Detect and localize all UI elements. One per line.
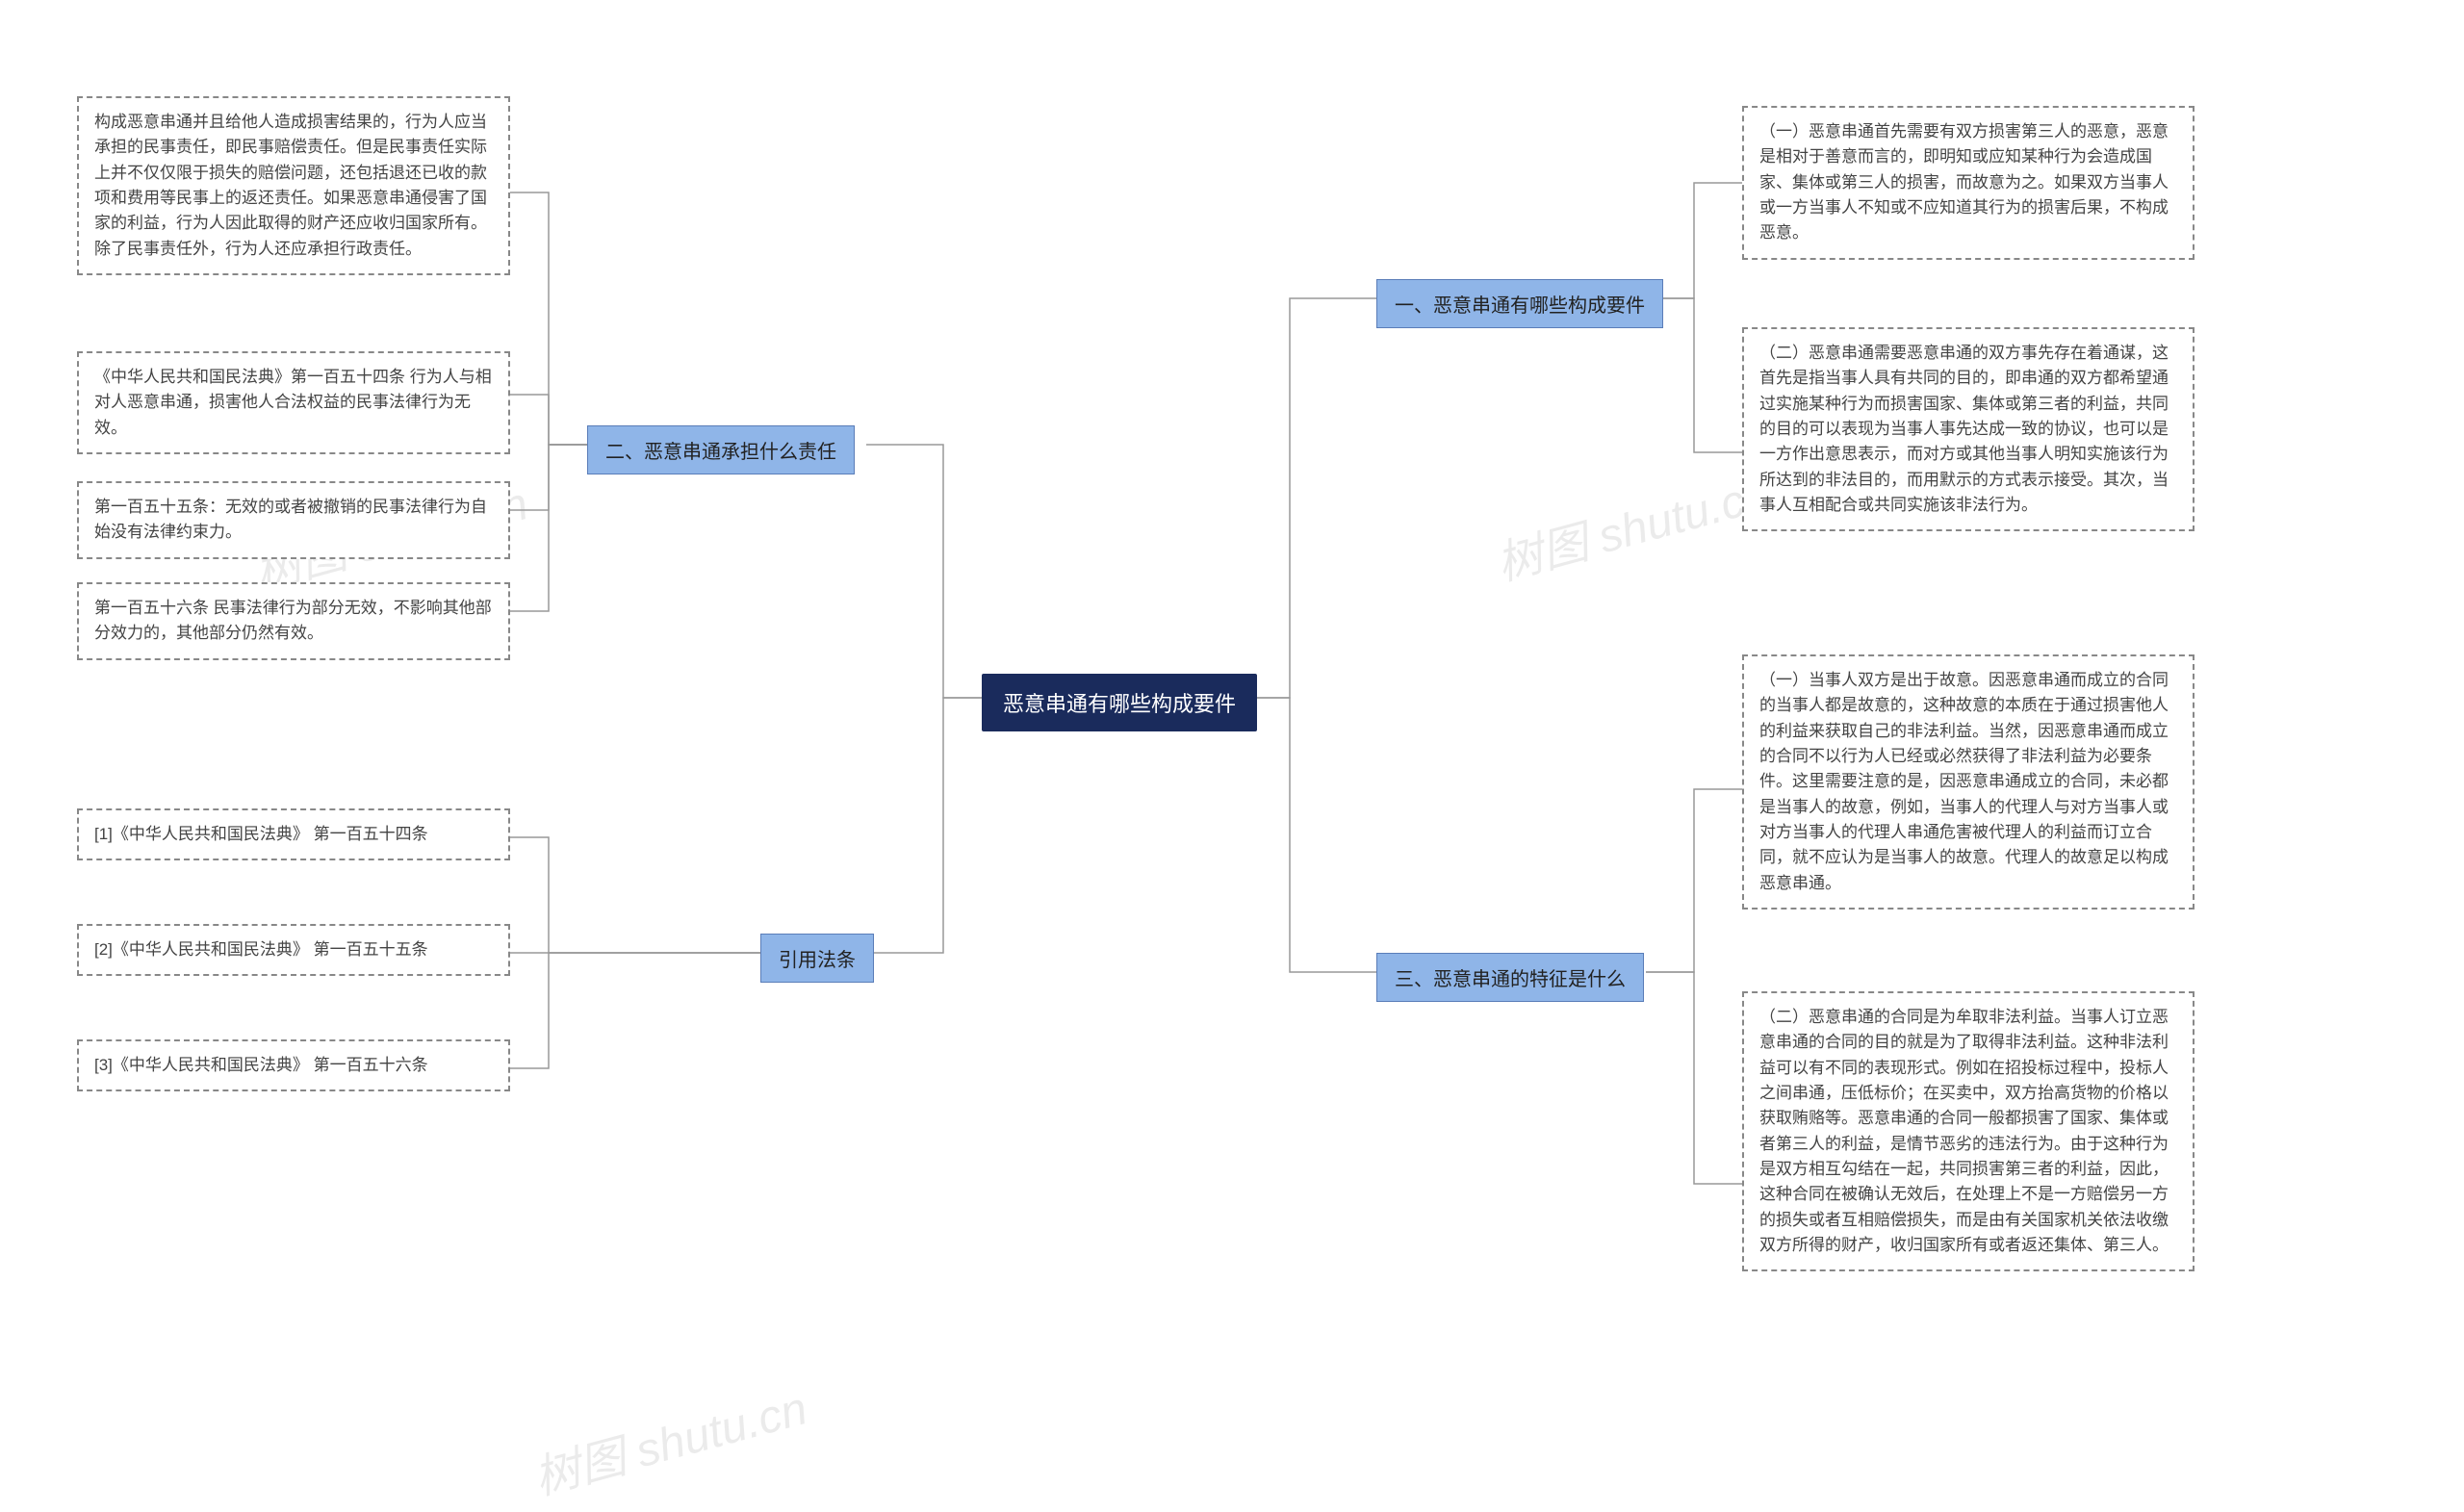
leaf-b4-3: [3]《中华人民共和国民法典》 第一百五十六条 — [77, 1039, 510, 1091]
leaf-b3-2: （二）恶意串通的合同是为牟取非法利益。当事人订立恶意串通的合同的目的就是为了取得… — [1742, 991, 2194, 1271]
branch-4: 引用法条 — [760, 934, 874, 983]
leaf-b2-3: 第一百五十五条：无效的或者被撤销的民事法律行为自始没有法律约束力。 — [77, 481, 510, 559]
leaf-b2-1: 构成恶意串通并且给他人造成损害结果的，行为人应当承担的民事责任，即民事赔偿责任。… — [77, 96, 510, 275]
branch-3: 三、恶意串通的特征是什么 — [1376, 953, 1644, 1002]
leaf-b4-2: [2]《中华人民共和国民法典》 第一百五十五条 — [77, 924, 510, 976]
leaf-b3-1: （一）当事人双方是出于故意。因恶意串通而成立的合同的当事人都是故意的，这种故意的… — [1742, 654, 2194, 910]
watermark: 树图 shutu.cn — [526, 1371, 813, 1508]
leaf-b2-4: 第一百五十六条 民事法律行为部分无效，不影响其他部分效力的，其他部分仍然有效。 — [77, 582, 510, 660]
leaf-b1-2: （二）恶意串通需要恶意串通的双方事先存在着通谋，这首先是指当事人具有共同的目的，… — [1742, 327, 2194, 531]
center-node: 恶意串通有哪些构成要件 — [982, 674, 1257, 731]
leaf-b2-2: 《中华人民共和国民法典》第一百五十四条 行为人与相对人恶意串通，损害他人合法权益… — [77, 351, 510, 454]
leaf-b1-1: （一）恶意串通首先需要有双方损害第三人的恶意，恶意是相对于善意而言的，即明知或应… — [1742, 106, 2194, 260]
branch-1: 一、恶意串通有哪些构成要件 — [1376, 279, 1663, 328]
leaf-b4-1: [1]《中华人民共和国民法典》 第一百五十四条 — [77, 808, 510, 860]
watermark: 树图 shutu.cn — [1488, 456, 1776, 594]
branch-2: 二、恶意串通承担什么责任 — [587, 425, 855, 474]
